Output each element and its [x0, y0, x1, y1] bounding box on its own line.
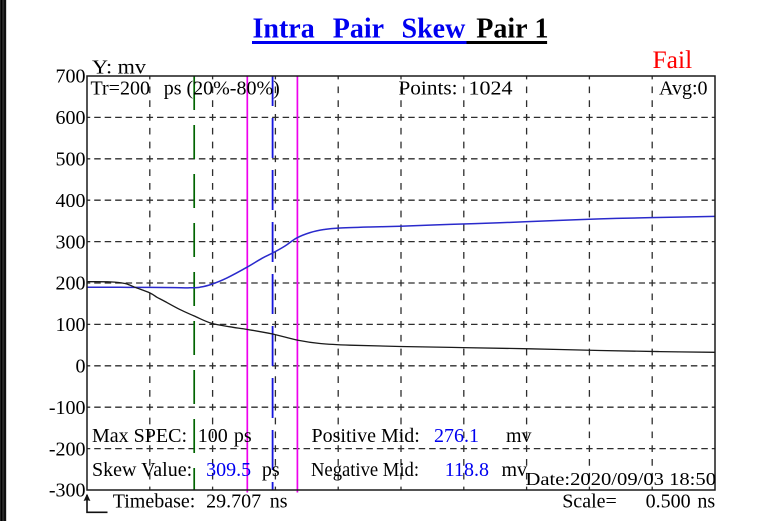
svg-text:118.8: 118.8: [445, 459, 489, 481]
svg-text:600: 600: [56, 107, 86, 129]
svg-text:-300: -300: [49, 480, 86, 502]
svg-text:0.500: 0.500: [646, 491, 691, 513]
svg-text:Timebase:: Timebase:: [113, 491, 196, 513]
svg-text:Pair: Pair: [476, 14, 527, 45]
svg-text:Positive Mid:: Positive Mid:: [312, 425, 420, 447]
svg-text:ps: ps: [234, 425, 252, 447]
svg-text:100: 100: [198, 425, 228, 447]
svg-text:300: 300: [56, 231, 86, 253]
svg-text:29.707: 29.707: [206, 491, 261, 513]
svg-text:276.1: 276.1: [434, 425, 479, 447]
svg-text:700: 700: [56, 66, 86, 88]
svg-text:ps: ps: [262, 459, 280, 481]
svg-text:Tr=200: Tr=200: [91, 78, 150, 100]
svg-text:100: 100: [56, 314, 86, 336]
svg-text:ps (20%-80%): ps (20%-80%): [164, 78, 280, 100]
svg-text:Intra Pair Skew: Intra Pair Skew: [253, 14, 467, 45]
svg-text:-200: -200: [49, 438, 86, 460]
svg-text:ns: ns: [697, 491, 715, 513]
svg-text:mv: mv: [506, 425, 532, 447]
svg-text:200: 200: [56, 273, 86, 295]
svg-text:Avg:0: Avg:0: [659, 78, 708, 100]
svg-text:Skew Value:: Skew Value:: [92, 459, 192, 481]
svg-text:Points:: Points:: [399, 78, 458, 100]
svg-text:Negative Mid:: Negative Mid:: [311, 459, 419, 481]
svg-text:ns: ns: [270, 491, 288, 513]
svg-text:Date:2020/09/03 18:50: Date:2020/09/03 18:50: [526, 469, 717, 489]
svg-text:1024: 1024: [469, 78, 513, 100]
svg-text:500: 500: [56, 149, 86, 171]
svg-text:-100: -100: [49, 397, 86, 419]
svg-text:Max SPEC:: Max SPEC:: [92, 425, 187, 447]
svg-text:Fail: Fail: [653, 45, 693, 74]
svg-text:0: 0: [76, 356, 86, 378]
svg-text:400: 400: [56, 190, 86, 212]
svg-text:Y: mv: Y: mv: [92, 56, 146, 78]
svg-text:Scale=: Scale=: [562, 491, 617, 513]
svg-text:309.5: 309.5: [206, 459, 251, 481]
svg-text:1: 1: [535, 14, 549, 45]
svg-text:mv: mv: [502, 459, 528, 481]
